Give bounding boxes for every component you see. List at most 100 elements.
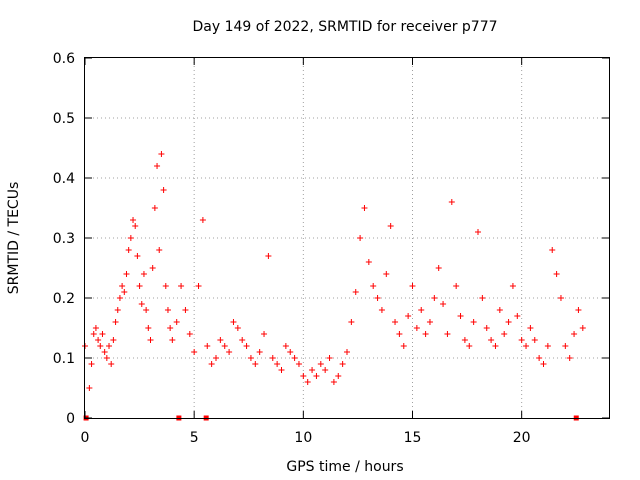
data-point	[95, 337, 102, 343]
data-point	[86, 385, 93, 391]
data-point	[256, 349, 263, 355]
data-point	[514, 313, 521, 319]
data-point	[461, 337, 468, 343]
data-point	[531, 337, 538, 343]
data-point	[562, 343, 569, 349]
data-point	[101, 349, 108, 355]
data-point	[195, 283, 202, 289]
data-point	[483, 325, 490, 331]
y-axis-label: SRMTID / TECUs	[6, 182, 22, 295]
data-point	[92, 325, 99, 331]
data-point	[143, 307, 150, 313]
y-tick-label: 0.5	[53, 111, 75, 127]
data-point	[147, 337, 154, 343]
x-axis-label: GPS time / hours	[286, 459, 403, 475]
data-point	[466, 343, 473, 349]
data-point	[114, 307, 121, 313]
data-point	[164, 307, 171, 313]
data-point	[217, 337, 224, 343]
x-tick-label: 20	[513, 430, 531, 446]
data-point	[167, 325, 174, 331]
data-point	[448, 199, 455, 205]
data-point	[149, 265, 156, 271]
data-point	[119, 283, 126, 289]
data-point	[400, 343, 407, 349]
data-point	[226, 349, 233, 355]
data-point	[453, 283, 460, 289]
data-point	[579, 325, 586, 331]
y-tick-label: 0.6	[53, 51, 75, 67]
data-point	[387, 223, 394, 229]
data-point	[575, 307, 582, 313]
data-point	[121, 289, 128, 295]
data-point	[549, 247, 556, 253]
data-point	[97, 343, 104, 349]
data-point	[440, 301, 447, 307]
data-point	[492, 343, 499, 349]
data-point	[103, 355, 110, 361]
data-point	[475, 229, 481, 235]
plot-frame	[84, 57, 610, 419]
data-point	[269, 355, 276, 361]
data-point	[361, 205, 368, 211]
data-point	[234, 325, 241, 331]
data-point	[138, 301, 145, 307]
data-point	[444, 331, 451, 337]
data-point	[132, 223, 139, 229]
data-point	[116, 295, 123, 301]
data-point	[106, 343, 113, 349]
data-point	[127, 235, 134, 241]
data-point	[140, 271, 147, 277]
data-point	[300, 373, 307, 379]
data-point	[265, 253, 272, 259]
data-point	[540, 361, 547, 367]
data-point	[505, 319, 512, 325]
data-point	[90, 331, 97, 337]
data-point	[99, 331, 106, 337]
data-point	[326, 355, 333, 361]
data-point	[169, 337, 176, 343]
data-point	[435, 265, 442, 271]
data-point	[252, 361, 259, 367]
data-point	[313, 373, 320, 379]
data-point	[173, 319, 180, 325]
axis-ticks: 0 5 10 15 20 0 0.1 0.2 0.3 0.4 0.5 0.6	[53, 51, 609, 446]
y-tick-label: 0.4	[53, 171, 75, 187]
data-point	[536, 355, 543, 361]
data-point	[544, 343, 551, 349]
data-point	[566, 355, 573, 361]
data-point	[295, 361, 302, 367]
data-point	[557, 295, 564, 301]
data-point	[357, 235, 364, 241]
data-point	[145, 325, 152, 331]
data-point	[110, 337, 117, 343]
data-point	[413, 325, 420, 331]
x-tick-label: 10	[294, 430, 312, 446]
data-point	[418, 307, 425, 313]
data-point	[125, 247, 132, 253]
data-point	[261, 331, 268, 337]
data-point	[348, 319, 355, 325]
data-point	[571, 331, 578, 337]
grid-lines	[85, 58, 609, 418]
data-point	[160, 187, 167, 193]
data-point	[335, 373, 342, 379]
data-point	[178, 283, 185, 289]
data-point	[291, 355, 298, 361]
data-point	[501, 331, 508, 337]
data-point	[282, 343, 289, 349]
data-point	[274, 361, 281, 367]
data-point	[108, 361, 115, 367]
data-point	[287, 349, 294, 355]
chart-title: Day 149 of 2022, SRMTID for receiver p77…	[192, 19, 497, 35]
data-point	[123, 271, 130, 277]
data-point	[374, 295, 381, 301]
data-point	[479, 295, 486, 301]
data-point	[213, 355, 219, 361]
data-point	[204, 343, 211, 349]
data-point	[518, 337, 525, 343]
data-point	[304, 379, 311, 385]
data-point	[230, 319, 237, 325]
data-point	[134, 253, 141, 259]
